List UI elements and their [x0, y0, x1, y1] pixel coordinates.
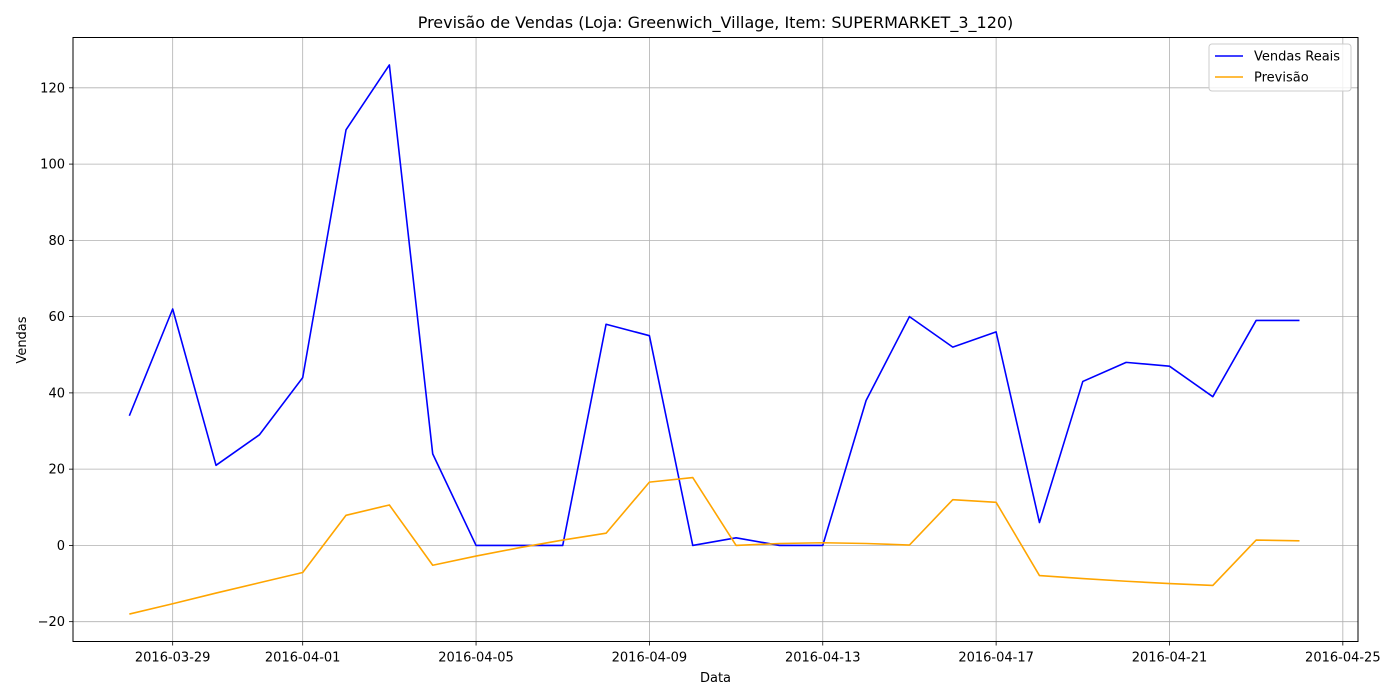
x-tick-label: 2016-03-29 [135, 651, 211, 666]
x-tick-label: 2016-04-09 [612, 651, 688, 666]
y-tick-label: 80 [48, 234, 65, 249]
x-tick-label: 2016-04-13 [785, 651, 861, 666]
legend-label-0: Vendas Reais [1254, 50, 1340, 65]
x-tick-label: 2016-04-25 [1305, 651, 1381, 666]
y-tick-label: 100 [40, 158, 65, 173]
y-tick-label: 120 [40, 81, 65, 96]
chart-title: Previsão de Vendas (Loja: Greenwich_Vill… [418, 13, 1014, 33]
x-axis-label: Data [700, 671, 731, 686]
grid-lines [73, 37, 1358, 642]
x-tick-label: 2016-04-05 [438, 651, 514, 666]
series-line-0 [128, 64, 1300, 547]
y-tick-label: 20 [48, 463, 65, 478]
series-lines [128, 64, 1300, 615]
x-tick-label: 2016-04-01 [265, 651, 341, 666]
x-tick-label: 2016-04-17 [958, 651, 1034, 666]
plot-frame [72, 37, 1359, 642]
y-axis-label: Vendas [15, 316, 30, 363]
y-tick-label: −20 [38, 615, 65, 630]
series-line-1 [129, 476, 1300, 615]
y-tick-label: 0 [57, 539, 65, 554]
legend-label-1: Previsão [1254, 71, 1309, 86]
y-tick-label: 40 [48, 386, 65, 401]
legend-box [1208, 43, 1352, 92]
legend: Vendas Reais Previsão [1208, 43, 1352, 92]
y-tick-label: 60 [48, 310, 65, 325]
x-axis: 2016-03-29 2016-04-01 2016-04-05 2016-04-09… [135, 641, 1381, 666]
x-tick-label: 2016-04-21 [1132, 651, 1208, 666]
y-axis: −20 0 20 40 60 80 100 120 [38, 81, 73, 630]
